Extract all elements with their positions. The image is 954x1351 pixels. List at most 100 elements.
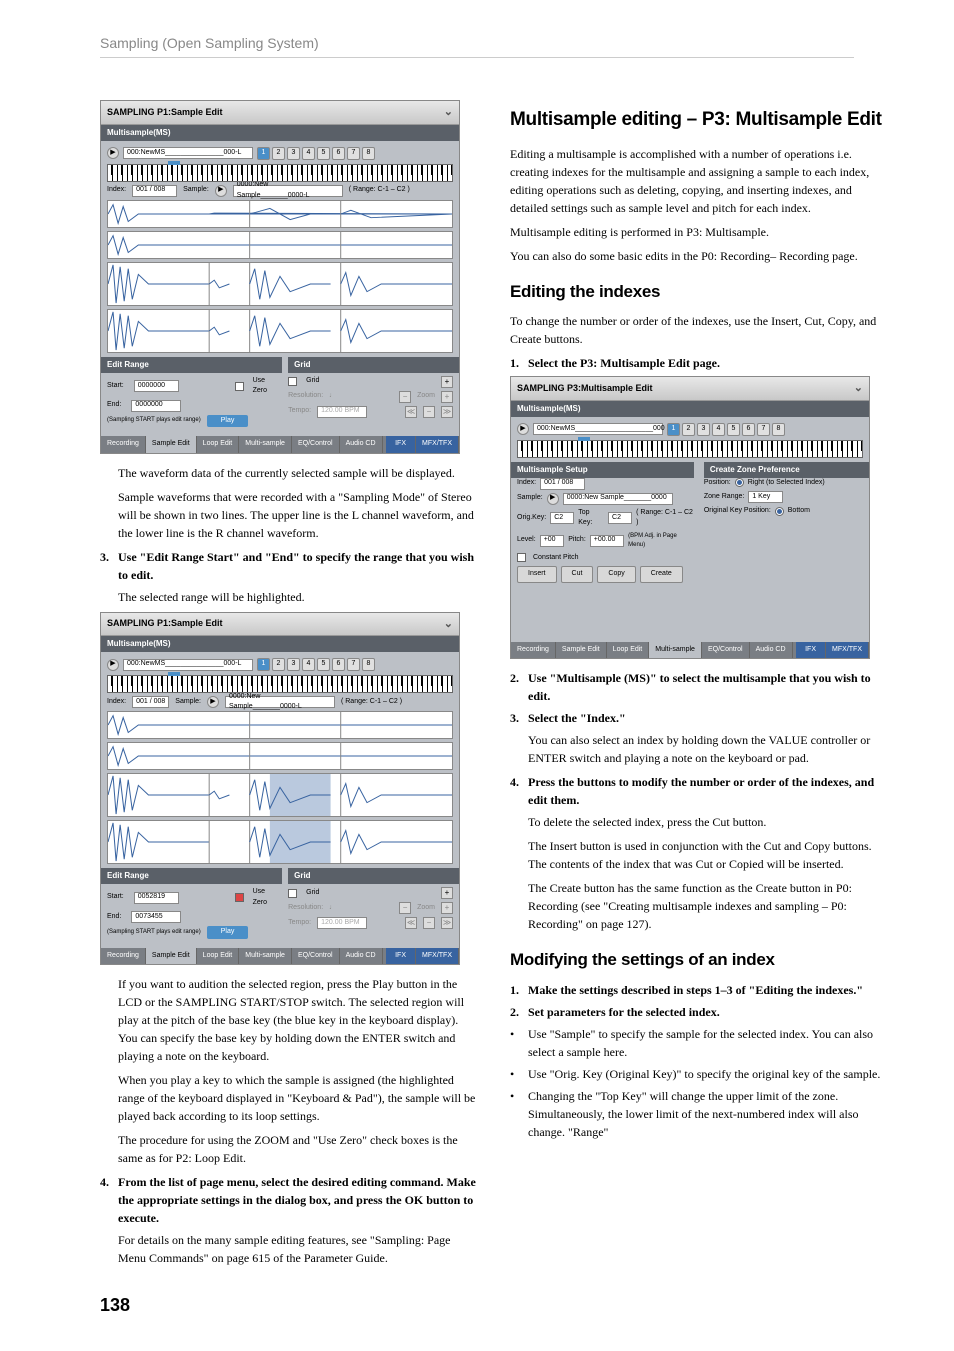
const-pitch-checkbox[interactable]: [517, 553, 526, 562]
keyboard-display[interactable]: [107, 675, 453, 693]
tab-loop-edit[interactable]: Loop Edit: [197, 948, 240, 965]
index-field[interactable]: 001 / 008: [540, 478, 585, 490]
zoom-h-start[interactable]: ≪: [405, 917, 417, 929]
ms-btn-1[interactable]: 1: [257, 658, 270, 671]
level-field[interactable]: +00: [540, 535, 565, 547]
ms-btn-1[interactable]: 1: [257, 147, 270, 160]
tab-sample-edit[interactable]: Sample Edit: [556, 642, 607, 659]
start-field[interactable]: 0052819: [134, 892, 179, 904]
tab-multisample[interactable]: Multi-sample: [239, 948, 292, 965]
use-zero-checkbox[interactable]: [235, 893, 243, 902]
ms-name-field[interactable]: 000:NewMS____________________000: [533, 423, 663, 435]
tab-eq-control[interactable]: EQ/Control: [292, 948, 340, 965]
zoom-v-minus[interactable]: −: [399, 391, 411, 403]
ms-btn-6[interactable]: 6: [332, 147, 345, 160]
zoom-h-minus[interactable]: −: [423, 406, 435, 418]
grid-checkbox[interactable]: [288, 889, 297, 898]
ms-btn-8[interactable]: 8: [772, 423, 785, 436]
tab-multisample[interactable]: Multi-sample: [239, 436, 292, 453]
zoom-h-end[interactable]: ≫: [441, 917, 453, 929]
sample-field[interactable]: 0000:New Sample_______0000-L: [225, 696, 335, 708]
origkeypos-radio[interactable]: [775, 507, 784, 516]
ms-btn-3[interactable]: 3: [697, 423, 710, 436]
tab-multisample[interactable]: Multi-sample: [649, 642, 702, 659]
index-field[interactable]: 001 / 008: [132, 696, 169, 708]
tab-loop-edit[interactable]: Loop Edit: [607, 642, 650, 659]
tab-recording[interactable]: Recording: [101, 948, 146, 965]
ms-btn-7[interactable]: 7: [347, 147, 360, 160]
tab-ifx[interactable]: IFX: [386, 436, 416, 453]
zoom-v-minus[interactable]: −: [399, 902, 411, 914]
menu-chevron-icon[interactable]: ⌄: [444, 104, 453, 121]
tab-audio-cd[interactable]: Audio CD: [340, 436, 383, 453]
start-field[interactable]: 0000000: [134, 380, 179, 392]
use-zero-checkbox[interactable]: [235, 382, 243, 391]
ms-btn-3[interactable]: 3: [287, 658, 300, 671]
waveform-detail-r[interactable]: [107, 820, 453, 864]
sample-field[interactable]: 0000:New Sample_______0000-L: [233, 185, 343, 197]
origkey-field[interactable]: C2: [550, 512, 574, 524]
zoom-v-plus[interactable]: +: [441, 887, 453, 899]
insert-button[interactable]: Insert: [517, 566, 557, 583]
ms-name-field[interactable]: 000:NewMS_______________000-L: [123, 659, 253, 671]
zoom-v-plus[interactable]: +: [441, 376, 453, 388]
ms-btn-8[interactable]: 8: [362, 658, 375, 671]
menu-chevron-icon[interactable]: ⌄: [854, 380, 863, 397]
pitch-field[interactable]: +00.00: [590, 535, 624, 547]
zoom-h-plus[interactable]: +: [441, 902, 453, 914]
ms-select-arrow-icon[interactable]: ▶: [107, 659, 119, 671]
topkey-field[interactable]: C2: [608, 512, 632, 524]
play-button[interactable]: Play: [207, 926, 249, 939]
tab-audio-cd[interactable]: Audio CD: [750, 642, 793, 659]
copy-button[interactable]: Copy: [597, 566, 635, 583]
sample-arrow-icon[interactable]: ▶: [215, 185, 227, 197]
zoom-h-minus[interactable]: −: [423, 917, 435, 929]
create-button[interactable]: Create: [640, 566, 683, 583]
tab-sample-edit[interactable]: Sample Edit: [146, 436, 197, 453]
ms-btn-1[interactable]: 1: [667, 423, 680, 436]
cut-button[interactable]: Cut: [561, 566, 594, 583]
zoom-h-plus[interactable]: +: [441, 391, 453, 403]
grid-checkbox[interactable]: [288, 377, 297, 386]
ms-btn-7[interactable]: 7: [757, 423, 770, 436]
ms-btn-5[interactable]: 5: [317, 658, 330, 671]
ms-btn-3[interactable]: 3: [287, 147, 300, 160]
keyboard-display[interactable]: [107, 164, 453, 182]
tab-audio-cd[interactable]: Audio CD: [340, 948, 383, 965]
menu-chevron-icon[interactable]: ⌄: [444, 616, 453, 633]
index-field[interactable]: 001 / 008: [132, 185, 177, 197]
sample-arrow-icon[interactable]: ▶: [207, 696, 219, 708]
ms-btn-6[interactable]: 6: [332, 658, 345, 671]
zoom-h-end[interactable]: ≫: [441, 406, 453, 418]
ms-select-arrow-icon[interactable]: ▶: [517, 423, 529, 435]
ms-name-field[interactable]: 000:NewMS_______________000-L: [123, 147, 253, 159]
waveform-detail-r[interactable]: [107, 309, 453, 353]
end-field[interactable]: 0073455: [131, 911, 181, 923]
ms-btn-2[interactable]: 2: [272, 147, 285, 160]
waveform-detail-l[interactable]: [107, 773, 453, 817]
tab-mfx[interactable]: MFX/TFX: [416, 948, 459, 965]
ms-btn-4[interactable]: 4: [712, 423, 725, 436]
tab-eq-control[interactable]: EQ/Control: [702, 642, 750, 659]
ms-btn-8[interactable]: 8: [362, 147, 375, 160]
tab-loop-edit[interactable]: Loop Edit: [197, 436, 240, 453]
play-button[interactable]: Play: [207, 415, 249, 428]
keyboard-display[interactable]: [517, 440, 863, 458]
zoom-h-start[interactable]: ≪: [405, 406, 417, 418]
sample-field[interactable]: 0000:New Sample_______0000: [563, 493, 673, 505]
ms-btn-4[interactable]: 4: [302, 147, 315, 160]
ms-btn-5[interactable]: 5: [317, 147, 330, 160]
tab-recording[interactable]: Recording: [511, 642, 556, 659]
waveform-detail-l[interactable]: [107, 262, 453, 306]
ms-btn-4[interactable]: 4: [302, 658, 315, 671]
tab-mfx[interactable]: MFX/TFX: [826, 642, 869, 659]
tab-mfx[interactable]: MFX/TFX: [416, 436, 459, 453]
tab-ifx[interactable]: IFX: [386, 948, 416, 965]
tab-recording[interactable]: Recording: [101, 436, 146, 453]
ms-btn-7[interactable]: 7: [347, 658, 360, 671]
tab-eq-control[interactable]: EQ/Control: [292, 436, 340, 453]
sample-arrow-icon[interactable]: ▶: [547, 493, 559, 505]
ms-btn-2[interactable]: 2: [682, 423, 695, 436]
position-radio[interactable]: [735, 478, 744, 487]
ms-select-arrow-icon[interactable]: ▶: [107, 147, 119, 159]
